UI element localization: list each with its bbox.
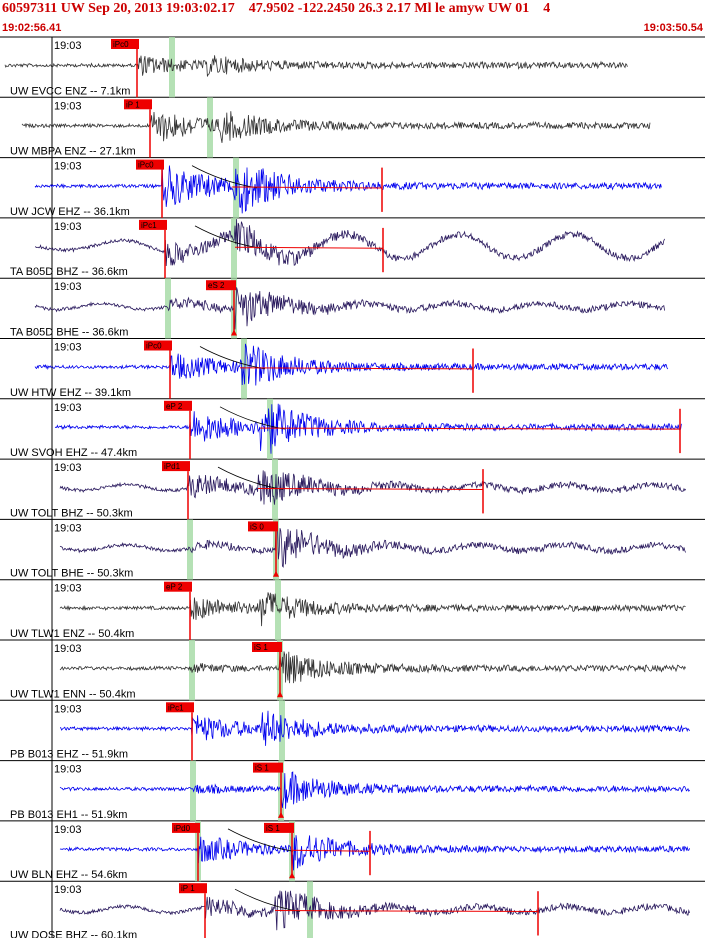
waveform-trace	[59, 710, 690, 746]
coda-fit-line	[234, 246, 384, 249]
event-title: 60597311 UW Sep 20, 2013 19:03:02.17 47.…	[2, 1, 551, 16]
s-pick-flag	[253, 762, 283, 773]
p-pick-label: iPd0	[174, 824, 191, 833]
s-pick-label: iS 1	[255, 764, 269, 773]
channel-label: PB B013 EHZ -- 51.9km	[10, 749, 128, 761]
p-pick-label: eP 2	[166, 402, 183, 411]
channel-label: UW HTW EHZ -- 39.1km	[10, 387, 131, 399]
s-pick-label: iS 1	[266, 824, 280, 833]
waveform-trace	[21, 111, 651, 143]
channel-label: UW TOLT BHZ -- 50.3km	[10, 507, 133, 519]
waveform-trace	[59, 522, 686, 568]
channel-label: UW DOSE BHZ -- 60.1km	[10, 930, 137, 938]
plot-header: 60597311 UW Sep 20, 2013 19:03:02.17 47.…	[0, 0, 705, 36]
p-pick-flag	[162, 461, 190, 472]
p-phase-band	[231, 217, 237, 279]
time-tick-label: 19:03	[54, 161, 82, 173]
time-tick-label: 19:03	[54, 643, 82, 655]
waveform-trace	[34, 219, 665, 267]
s-pick-marker	[278, 811, 284, 818]
s-pick-flag	[252, 642, 282, 652]
p-pick-flag	[164, 400, 192, 411]
p-phase-band	[241, 338, 247, 399]
coda-fit-line	[257, 487, 484, 490]
waveform-trace	[59, 592, 686, 627]
s-pick-marker	[289, 872, 295, 879]
waveform-trace	[34, 343, 669, 386]
p-pick-flag	[144, 340, 172, 351]
time-tick-label: 19:03	[54, 100, 82, 112]
s-pick-label: eS 2	[208, 281, 225, 290]
time-tick-label: 19:03	[54, 402, 82, 414]
time-tick-label: 19:03	[54, 462, 82, 474]
coda-fit-line	[291, 849, 371, 852]
s-pick-flag	[264, 822, 294, 833]
p-pick-label: iP 1	[181, 884, 195, 893]
channel-label: UW JCW EHZ -- 36.1km	[10, 206, 130, 218]
coda-fit-line	[239, 367, 474, 370]
waveform-trace	[59, 470, 686, 505]
coda-envelope	[227, 828, 294, 852]
s-pick-flag	[206, 280, 236, 291]
channel-label: UW MBPA ENZ -- 27.1km	[10, 146, 136, 158]
time-tick-label: 19:03	[54, 281, 82, 293]
s-pick-marker	[277, 691, 283, 698]
channel-label: UW TOLT BHE -- 50.3km	[10, 568, 133, 580]
channel-label: UW BLN EHZ -- 54.6km	[10, 869, 127, 881]
waveform-trace	[4, 55, 628, 77]
p-pick-label: iPc1	[141, 221, 157, 230]
channel-label: UW TLW1 ENN -- 50.4km	[10, 688, 136, 700]
p-phase-band	[279, 700, 285, 761]
coda-fit-line	[259, 427, 681, 430]
waveform-trace	[34, 164, 662, 214]
channel-label: UW EVCC ENZ -- 7.1km	[10, 85, 130, 97]
p-phase-band	[307, 881, 313, 938]
channel-label: UW TLW1 ENZ -- 50.4km	[10, 628, 134, 640]
time-tick-label: 19:03	[54, 522, 82, 534]
time-tick-label: 19:03	[54, 884, 82, 896]
p-pick-label: iP 1	[126, 100, 140, 109]
p-pick-label: iPd1	[164, 462, 181, 471]
p-pick-flag	[111, 39, 139, 49]
p-pick-flag	[136, 159, 164, 170]
waveform-trace	[59, 890, 690, 931]
p-pick-label: eP 2	[166, 583, 183, 592]
p-pick-label: iPc1	[168, 703, 184, 712]
s-pick-marker	[273, 570, 279, 577]
time-tick-label: 19:03	[54, 583, 82, 595]
coda-fit-line	[231, 186, 383, 189]
p-pick-flag	[166, 702, 194, 713]
p-phase-band	[272, 459, 278, 520]
s-pick-marker	[231, 329, 237, 336]
coda-fit-line	[274, 910, 539, 913]
waveform-trace	[34, 287, 665, 330]
p-pick-label: iPc0	[138, 161, 154, 170]
p-pick-label: iPc0	[113, 40, 129, 49]
p-pick-flag	[164, 581, 192, 592]
channel-label: TA B05D BHE -- 36.6km	[10, 327, 128, 339]
s-pick-flag	[248, 521, 278, 532]
end-time: 19:03:50.54	[643, 22, 703, 34]
time-tick-label: 19:03	[54, 824, 82, 836]
start-time: 19:02:56.41	[2, 22, 62, 34]
s-pick-label: iS 0	[250, 522, 264, 531]
waveform-trace	[59, 651, 686, 684]
p-pick-flag	[139, 219, 167, 230]
p-pick-label: iPc0	[146, 342, 162, 351]
time-tick-label: 19:03	[54, 221, 82, 233]
channel-label: PB B013 EH1 -- 51.9km	[10, 809, 127, 821]
channel-label: TA B05D BHZ -- 36.6km	[10, 266, 128, 278]
channel-label: UW SVOH EHZ -- 47.4km	[10, 447, 137, 459]
waveform-trace	[59, 835, 690, 872]
time-tick-label: 19:03	[54, 764, 82, 776]
waveform-trace	[59, 771, 690, 809]
time-tick-label: 19:03	[54, 40, 82, 52]
s-pick-label: iS 1	[254, 643, 268, 652]
p-pick-flag	[124, 99, 152, 110]
time-tick-label: 19:03	[54, 703, 82, 715]
p-pick-flag	[179, 883, 207, 894]
p-pick-flag	[172, 822, 200, 833]
time-tick-label: 19:03	[54, 342, 82, 354]
